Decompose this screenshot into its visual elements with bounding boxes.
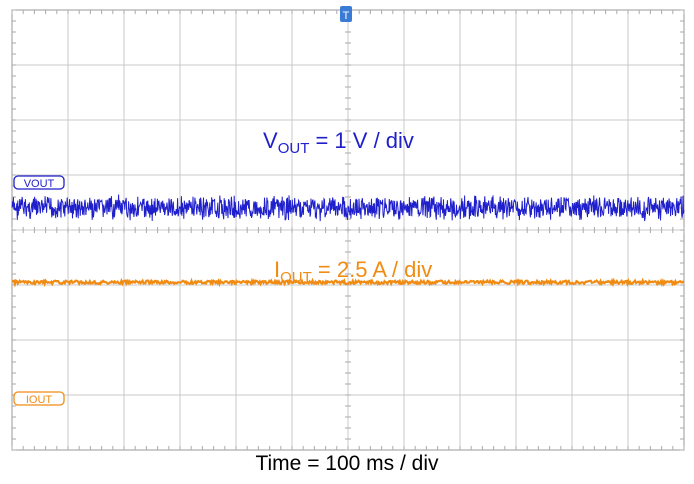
- svg-text:VOUT: VOUT: [24, 178, 55, 190]
- vout-annotation: VOUT = 1 V / div: [263, 128, 414, 157]
- svg-text:T: T: [343, 10, 350, 22]
- trigger-marker-icon: T: [340, 6, 352, 22]
- grid: [11, 9, 685, 451]
- x-axis-label: Time = 100 ms / div: [255, 452, 439, 475]
- trace-vout: [11, 194, 685, 222]
- trace-iout: [11, 277, 685, 288]
- iout-annotation: IOUT = 2.5 A / div: [274, 257, 432, 286]
- iout-channel-tag: IOUT: [13, 391, 65, 406]
- svg-text:IOUT: IOUT: [26, 394, 53, 406]
- traces: [11, 194, 685, 288]
- vout-channel-tag: VOUT: [13, 175, 65, 190]
